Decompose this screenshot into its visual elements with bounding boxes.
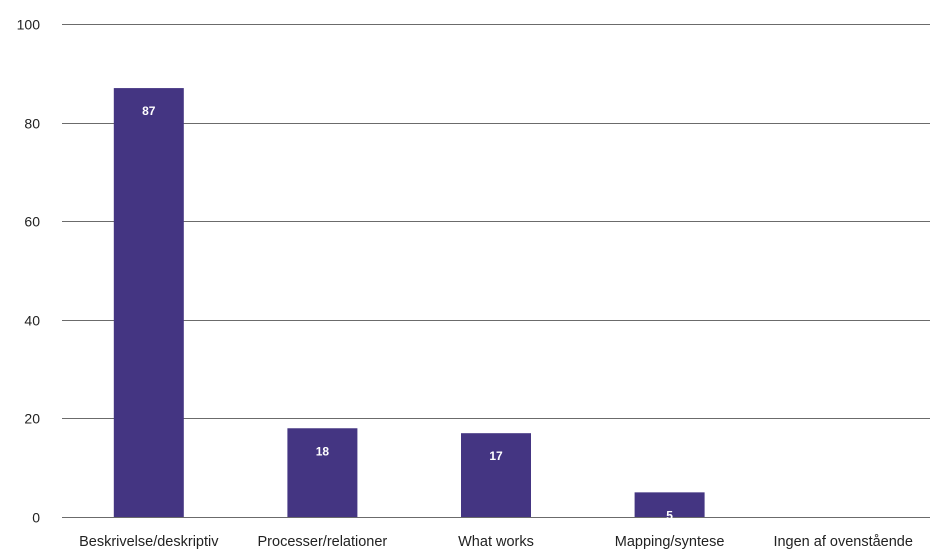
y-tick-label: 40 bbox=[24, 313, 40, 329]
x-category-label: Mapping/syntese bbox=[615, 534, 725, 550]
x-category-label: Processer/relationer bbox=[258, 534, 388, 550]
y-tick-label: 0 bbox=[32, 510, 40, 526]
y-axis-tick-labels: 0 20 40 60 80 100 bbox=[17, 17, 41, 526]
y-tick-label: 60 bbox=[24, 214, 40, 230]
x-category-label: Beskrivelse/deskriptiv bbox=[79, 534, 219, 550]
data-label: 5 bbox=[666, 508, 673, 522]
bar bbox=[461, 433, 531, 517]
y-tick-label: 100 bbox=[17, 17, 41, 33]
data-label: 18 bbox=[316, 444, 330, 458]
bar bbox=[287, 428, 358, 517]
y-tick-label: 20 bbox=[24, 411, 40, 427]
data-labels: 87 18 17 5 bbox=[142, 104, 673, 522]
data-label: 87 bbox=[142, 104, 156, 118]
bar bbox=[634, 492, 705, 517]
x-category-label: Ingen af ovenstående bbox=[773, 534, 912, 550]
data-label: 17 bbox=[489, 449, 503, 463]
bars bbox=[113, 88, 705, 517]
y-tick-label: 80 bbox=[24, 116, 40, 132]
bar bbox=[113, 88, 184, 517]
x-category-label: What works bbox=[458, 534, 534, 550]
x-axis-category-labels: Beskrivelse/deskriptiv Processer/relation… bbox=[79, 534, 913, 550]
gridlines bbox=[62, 24, 930, 518]
